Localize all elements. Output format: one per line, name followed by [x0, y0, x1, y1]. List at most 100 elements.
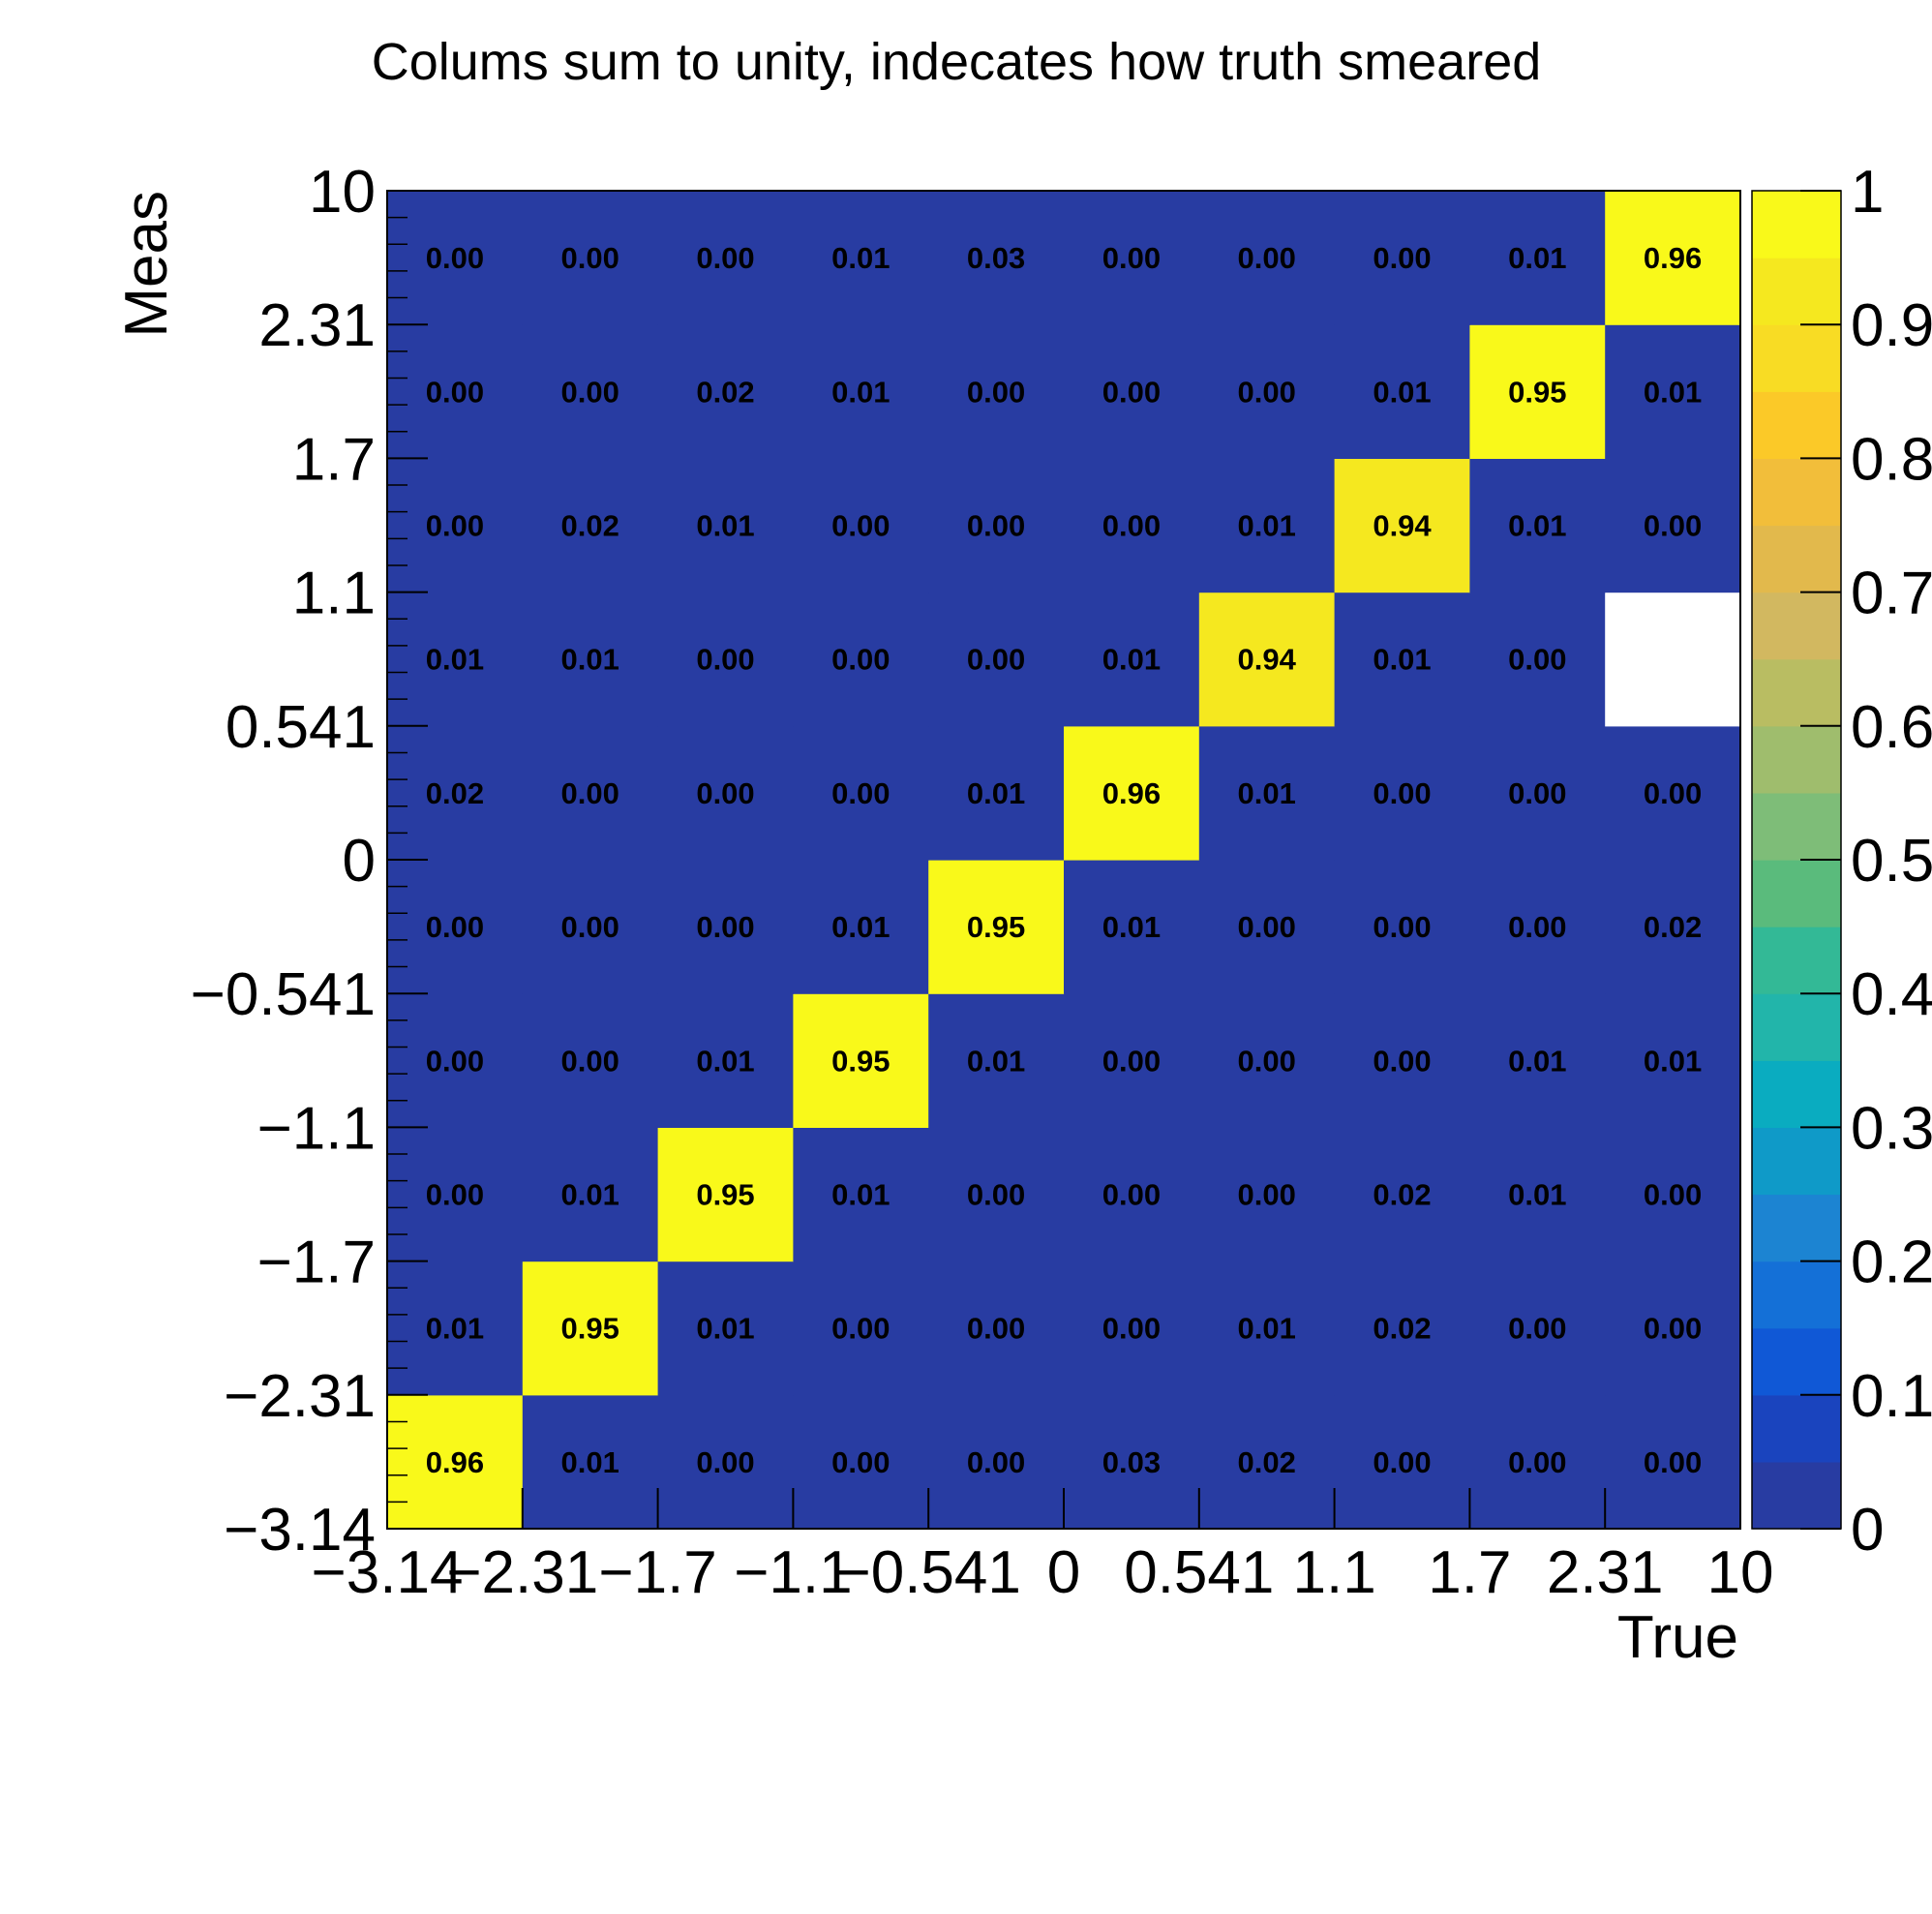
cell-value-label: 0.01 — [1102, 643, 1161, 677]
y-axis-title: Meas — [113, 191, 180, 338]
cell-value-label: 0.01 — [1644, 375, 1702, 409]
cell-value-label: 0.01 — [831, 910, 890, 944]
cell-value-label: 0.95 — [561, 1312, 619, 1346]
cell-value-label: 0.00 — [696, 910, 754, 944]
cell-value-label: 0.00 — [426, 910, 484, 944]
heatmap-cell — [657, 860, 794, 994]
axis-ticks — [386, 190, 1741, 1530]
x-axis-tick-labels: −3.14−2.31 −1.7 −1.1−0.541 0 0.541 1.1 1.7 2.31… — [312, 1539, 1774, 1606]
heatmap-cell — [387, 1394, 524, 1530]
heatmap-cell — [657, 725, 794, 861]
cell-value-label: 0.00 — [561, 1044, 619, 1078]
cell-value-label: 0.00 — [696, 776, 754, 810]
heatmap-cell-empty — [1605, 592, 1741, 727]
y-tick-label: 0.541 — [226, 694, 376, 761]
cell-value-label: 0.02 — [1238, 1445, 1296, 1479]
heatmap-cell — [657, 191, 794, 325]
cell-value-label: 0.00 — [831, 643, 890, 677]
heatmap-cell — [1064, 324, 1200, 459]
colorbar-segment — [1752, 525, 1841, 593]
heatmap-cell — [1605, 1261, 1741, 1396]
cell-value-label: 0.01 — [696, 509, 754, 543]
cell-value-label: 0.00 — [1644, 1312, 1702, 1346]
cell-value-label: 0.00 — [1644, 776, 1702, 810]
heatmap-cell — [522, 1261, 659, 1396]
heatmap-cell — [1334, 1394, 1470, 1530]
colorbar-tick-label: 0.6 — [1851, 694, 1932, 761]
heatmap-cell — [1605, 191, 1741, 325]
heatmap-cell — [657, 1394, 794, 1530]
cell-value-label: 0.00 — [696, 241, 754, 275]
heatmap-cell — [1334, 458, 1470, 593]
y-tick-label: 1.7 — [292, 426, 376, 493]
cell-value-label: 0.00 — [1373, 1044, 1431, 1078]
heatmap-cell — [1334, 324, 1470, 459]
colorbar-tick-label: 0.3 — [1851, 1095, 1932, 1162]
colorbar-segment — [1752, 391, 1841, 459]
colorbar-segment — [1752, 1194, 1841, 1262]
cell-value-label: 0.00 — [967, 1178, 1025, 1212]
heatmap-cell — [1064, 458, 1200, 593]
colorbar-segment — [1752, 860, 1841, 927]
heatmap-cell — [657, 1127, 794, 1262]
cell-value-label: 0.00 — [967, 1312, 1025, 1346]
heatmap-cells — [387, 191, 1741, 1530]
cell-value-label: 0.01 — [1644, 1044, 1702, 1078]
y-tick-label: −1.1 — [257, 1095, 376, 1162]
cell-value-label: 0.96 — [1102, 776, 1161, 810]
heatmap-cell — [1064, 1127, 1200, 1262]
cell-value-label: 0.00 — [1238, 241, 1296, 275]
heatmap-cell — [928, 1127, 1065, 1262]
cell-value-label: 0.01 — [1508, 241, 1566, 275]
heatmap-cell — [522, 993, 659, 1128]
cell-value-label: 0.00 — [1508, 1445, 1566, 1479]
heatmap-cell — [928, 725, 1065, 861]
heatmap-cell — [1198, 1127, 1336, 1262]
x-tick-label: 0 — [1047, 1539, 1080, 1606]
heatmap-cell — [1198, 458, 1336, 593]
cell-value-label: 0.95 — [1508, 375, 1566, 409]
heatmap-cell — [1334, 1261, 1470, 1396]
cell-value-label: 0.00 — [1102, 241, 1161, 275]
heatmap-cell — [1334, 191, 1470, 325]
y-tick-label: −2.31 — [224, 1363, 376, 1430]
heatmap-cell — [1469, 592, 1606, 727]
cell-value-label: 0.02 — [561, 509, 619, 543]
cell-value-label: 0.00 — [1238, 910, 1296, 944]
cell-value-label: 0.03 — [1102, 1445, 1161, 1479]
heatmap-cell — [1469, 1261, 1606, 1396]
heatmap-cell — [928, 458, 1065, 593]
cell-value-label: 0.00 — [696, 643, 754, 677]
cell-value-label: 0.96 — [426, 1445, 484, 1479]
heatmap-cell — [793, 458, 929, 593]
cell-value-label: 0.00 — [1508, 910, 1566, 944]
cell-value-label: 0.01 — [696, 1312, 754, 1346]
heatmap-cell — [1064, 191, 1200, 325]
colorbar-tick-label: 0.5 — [1851, 828, 1932, 895]
cell-value-label: 0.01 — [426, 643, 484, 677]
cell-value-label: 0.00 — [967, 643, 1025, 677]
x-tick-label: 2.31 — [1547, 1539, 1664, 1606]
colorbar-segment — [1752, 927, 1841, 994]
cell-value-label: 0.96 — [1644, 241, 1702, 275]
heatmap-cell — [793, 592, 929, 727]
colorbar-segment — [1752, 1327, 1841, 1396]
heatmap-cell — [522, 725, 659, 861]
heatmap-cell — [928, 592, 1065, 727]
cell-value-label: 0.01 — [561, 1178, 619, 1212]
heatmap-cell — [1064, 860, 1200, 994]
cell-value-label: 0.01 — [1238, 509, 1296, 543]
heatmap-cell — [1334, 1127, 1470, 1262]
cell-value-label: 0.01 — [426, 1312, 484, 1346]
cell-value-label: 0.00 — [1644, 509, 1702, 543]
cell-value-label: 0.00 — [561, 776, 619, 810]
x-tick-label: 1.1 — [1292, 1539, 1375, 1606]
heatmap-cell — [1198, 191, 1336, 325]
cell-value-labels: 0.96 0.01 0.00 0.00 0.00 0.03 0.02 0.00 0.00 0.00… — [426, 241, 1703, 1479]
heatmap-cell — [1469, 993, 1606, 1128]
cell-value-label: 0.01 — [1238, 776, 1296, 810]
cell-value-label: 0.01 — [1102, 910, 1161, 944]
heatmap-cell — [793, 324, 929, 459]
